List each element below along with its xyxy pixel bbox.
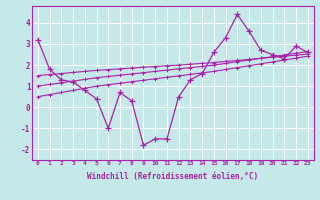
X-axis label: Windchill (Refroidissement éolien,°C): Windchill (Refroidissement éolien,°C) [87,172,258,181]
